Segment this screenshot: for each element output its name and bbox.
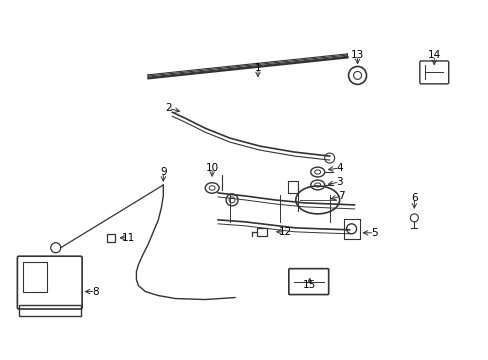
Text: 1: 1 <box>254 63 261 73</box>
Text: 13: 13 <box>350 50 364 60</box>
Bar <box>256 228 266 236</box>
Text: 6: 6 <box>410 193 417 203</box>
Text: 10: 10 <box>205 163 218 173</box>
Text: 15: 15 <box>303 280 316 289</box>
Text: 8: 8 <box>92 287 99 297</box>
Bar <box>23 262 47 292</box>
Text: 3: 3 <box>336 177 342 187</box>
Text: 2: 2 <box>164 103 171 113</box>
Text: 14: 14 <box>427 50 440 60</box>
Text: 4: 4 <box>336 163 342 173</box>
Text: 9: 9 <box>160 167 166 177</box>
Bar <box>106 234 115 242</box>
Bar <box>19 305 81 316</box>
Text: 5: 5 <box>370 228 377 238</box>
Text: 12: 12 <box>279 227 292 237</box>
Text: 11: 11 <box>122 233 135 243</box>
Text: 7: 7 <box>338 191 344 201</box>
